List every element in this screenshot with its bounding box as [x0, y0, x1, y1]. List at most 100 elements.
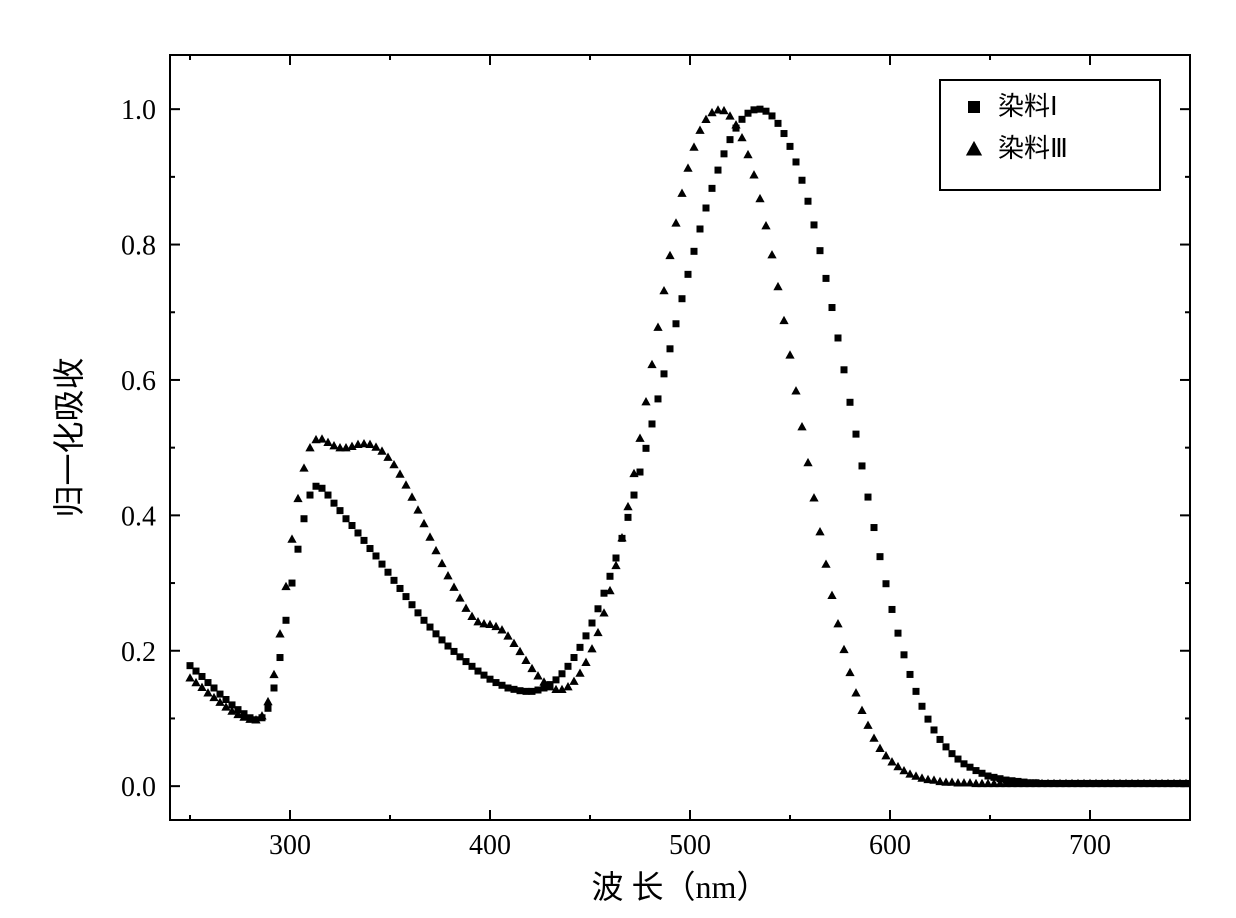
square-marker: [409, 601, 416, 608]
y-tick-label: 0.8: [121, 231, 156, 262]
square-marker: [397, 585, 404, 592]
square-marker: [211, 684, 218, 691]
square-marker: [799, 177, 806, 184]
square-marker: [625, 514, 632, 521]
square-marker: [685, 271, 692, 278]
square-marker: [943, 743, 950, 750]
x-tick-label: 300: [269, 830, 311, 861]
square-marker: [973, 767, 980, 774]
square-marker: [193, 668, 200, 675]
square-marker: [829, 304, 836, 311]
square-marker: [703, 205, 710, 212]
square-marker: [415, 609, 422, 616]
square-marker: [337, 507, 344, 514]
square-marker: [709, 185, 716, 192]
square-marker: [787, 143, 794, 150]
square-marker: [457, 653, 464, 660]
square-marker: [691, 248, 698, 255]
square-marker: [313, 483, 320, 490]
square-marker: [985, 772, 992, 779]
square-marker: [877, 553, 884, 560]
x-axis-title: 波 长（nm）: [592, 869, 769, 905]
square-marker: [937, 736, 944, 743]
square-marker: [493, 679, 500, 686]
square-marker: [823, 275, 830, 282]
square-marker: [469, 663, 476, 670]
square-marker: [769, 112, 776, 119]
square-marker: [427, 624, 434, 631]
square-marker: [505, 684, 512, 691]
square-marker: [595, 605, 602, 612]
square-marker: [583, 632, 590, 639]
square-marker: [781, 130, 788, 137]
square-marker: [277, 654, 284, 661]
square-marker: [637, 469, 644, 476]
absorption-spectrum-chart: 3004005006007000.00.20.40.60.81.0波 长（nm）…: [0, 0, 1236, 918]
square-marker: [481, 672, 488, 679]
legend-label: 染料Ⅲ: [998, 134, 1068, 163]
square-marker: [961, 760, 968, 767]
square-marker: [775, 120, 782, 127]
square-marker: [391, 577, 398, 584]
square-marker: [355, 529, 362, 536]
square-marker: [913, 688, 920, 695]
square-marker: [265, 705, 272, 712]
square-marker: [421, 617, 428, 624]
square-marker: [841, 366, 848, 373]
square-marker: [763, 108, 770, 115]
square-marker: [205, 679, 212, 686]
square-marker: [715, 167, 722, 174]
square-marker: [307, 492, 314, 499]
square-marker: [667, 345, 674, 352]
square-marker: [757, 106, 764, 113]
square-marker: [613, 555, 620, 562]
square-marker: [979, 770, 986, 777]
square-marker: [847, 399, 854, 406]
square-marker: [301, 515, 308, 522]
y-tick-label: 0.2: [121, 637, 156, 668]
y-axis-title: 归一化吸收: [51, 357, 87, 517]
square-marker: [895, 630, 902, 637]
y-tick-label: 0.4: [121, 501, 156, 532]
square-marker: [331, 500, 338, 507]
square-marker: [967, 764, 974, 771]
square-marker: [607, 573, 614, 580]
square-marker: [871, 524, 878, 531]
square-marker: [511, 686, 518, 693]
square-marker: [283, 617, 290, 624]
x-tick-label: 400: [469, 830, 511, 861]
square-marker: [745, 110, 752, 117]
legend-label: 染料Ⅰ: [998, 92, 1058, 121]
square-marker: [727, 136, 734, 143]
square-marker: [361, 537, 368, 544]
square-marker: [463, 658, 470, 665]
square-marker: [805, 198, 812, 205]
square-marker: [445, 643, 452, 650]
square-marker: [517, 687, 524, 694]
square-marker: [631, 492, 638, 499]
square-marker: [319, 485, 326, 492]
square-marker: [883, 580, 890, 587]
square-marker: [289, 580, 296, 587]
square-marker: [931, 726, 938, 733]
square-marker: [865, 494, 872, 501]
square-marker: [793, 158, 800, 165]
square-marker: [379, 561, 386, 568]
square-marker: [811, 221, 818, 228]
square-marker: [919, 703, 926, 710]
square-marker: [817, 247, 824, 254]
square-marker: [955, 756, 962, 763]
square-marker: [679, 295, 686, 302]
square-marker: [433, 630, 440, 637]
square-marker: [589, 619, 596, 626]
square-marker: [649, 420, 656, 427]
square-marker: [643, 445, 650, 452]
square-marker: [487, 676, 494, 683]
square-marker: [271, 684, 278, 691]
square-marker: [889, 606, 896, 613]
square-marker: [529, 688, 536, 695]
square-marker: [343, 515, 350, 522]
square-marker: [835, 334, 842, 341]
square-marker: [217, 691, 224, 698]
x-tick-label: 500: [669, 830, 711, 861]
